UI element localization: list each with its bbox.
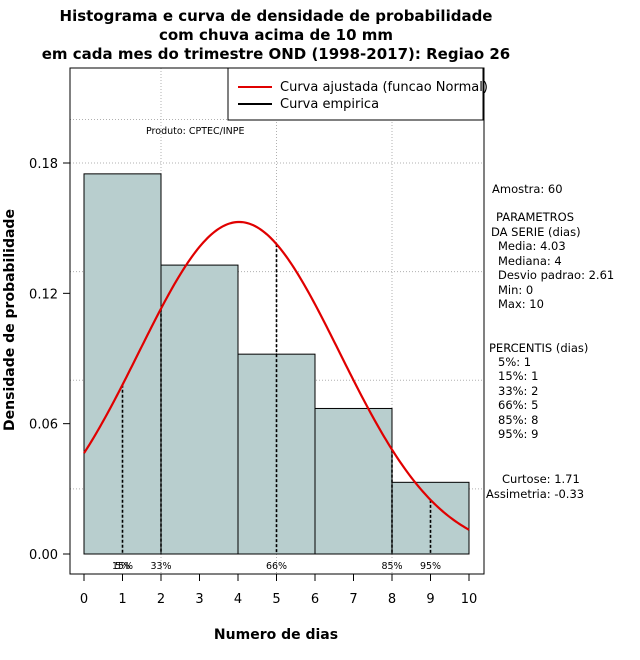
x-axis-label: Numero de dias xyxy=(214,627,338,643)
y-axis: 0.00 0.06 0.12 0.18 xyxy=(29,157,71,563)
stat-p33: 33%: 2 xyxy=(498,384,538,398)
stat-p5: 5%: 1 xyxy=(498,355,531,369)
stat-curtose: Curtose: 1.71 xyxy=(502,472,580,486)
x-tick-label: 1 xyxy=(118,592,126,607)
percentile-lines: 5%15% 33% 66% 85% 95% xyxy=(112,244,441,572)
stat-percentis-title: PERCENTIS (dias) xyxy=(489,341,588,355)
histogram-bar xyxy=(160,264,239,555)
x-tick-label: 2 xyxy=(157,592,165,607)
source-note: Produto: CPTEC/INPE xyxy=(146,126,245,137)
chart-title-line-1: Histograma e curva de densidade de proba… xyxy=(60,7,493,25)
x-tick-label: 3 xyxy=(195,592,203,607)
stat-media: Media: 4.03 xyxy=(498,239,566,253)
stat-desvio: Desvio padrao: 2.61 xyxy=(498,268,614,282)
stat-param-title-1: PARAMETROS xyxy=(496,210,574,224)
normal-curve xyxy=(83,220,470,531)
histogram-bar xyxy=(314,407,393,555)
x-tick-label: 7 xyxy=(349,592,357,607)
stats-panel: Amostra: 60 PARAMETROS DA SERIE (dias) M… xyxy=(486,182,614,501)
x-tick-label: 0 xyxy=(80,592,88,607)
histogram-bar xyxy=(391,481,470,555)
stat-amostra: Amostra: 60 xyxy=(492,182,563,196)
stat-max: Max: 10 xyxy=(498,297,544,311)
y-axis-label: Densidade de probabilidade xyxy=(2,209,18,431)
stat-assimetria: Assimetria: -0.33 xyxy=(486,487,584,501)
x-axis: 0 1 2 3 4 5 6 7 8 9 10 xyxy=(80,573,478,607)
x-tick-label: 9 xyxy=(426,592,434,607)
x-tick-label: 5 xyxy=(272,592,280,607)
percentile-label: 85% xyxy=(381,561,402,572)
x-tick-label: 6 xyxy=(311,592,319,607)
percentile-label: 95% xyxy=(420,561,441,572)
y-tick-label: 0.12 xyxy=(29,287,58,302)
x-tick-label: 8 xyxy=(388,592,396,607)
chart-title-line-3: em cada mes do trimestre OND (1998-2017)… xyxy=(42,45,511,63)
percentile-label: 33% xyxy=(150,561,171,572)
legend-box xyxy=(227,67,484,121)
legend: Curva ajustada (funcao Normal) Curva emp… xyxy=(227,67,488,121)
legend-label-empirical: Curva empirica xyxy=(280,97,379,112)
stat-mediana: Mediana: 4 xyxy=(498,254,562,268)
x-tick-label: 4 xyxy=(234,592,242,607)
stat-p85: 85%: 8 xyxy=(498,413,538,427)
stat-p95: 95%: 9 xyxy=(498,427,538,441)
y-tick-label: 0.00 xyxy=(29,548,58,563)
x-tick-label: 10 xyxy=(461,592,478,607)
stat-min: Min: 0 xyxy=(498,283,533,297)
y-tick-label: 0.06 xyxy=(29,418,58,433)
percentile-label: 5% xyxy=(115,561,130,572)
percentile-label: 66% xyxy=(266,561,287,572)
stat-p15: 15%: 1 xyxy=(498,369,538,383)
stat-p66: 66%: 5 xyxy=(498,398,538,412)
y-tick-label: 0.18 xyxy=(29,157,58,172)
stat-param-title-2: DA SERIE (dias) xyxy=(491,225,581,239)
percentile-label: 15% xyxy=(112,561,133,572)
legend-label-fitted: Curva ajustada (funcao Normal) xyxy=(280,80,488,95)
chart-title-line-2: com chuva acima de 10 mm xyxy=(159,26,393,44)
